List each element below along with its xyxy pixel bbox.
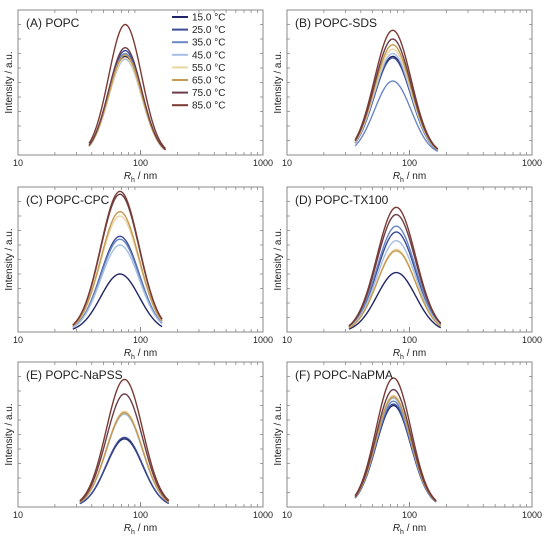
- legend-entry-3: 35.0 °C: [192, 38, 225, 49]
- y-axis-label: Intensity / a.u.: [273, 228, 284, 290]
- panel-title: (C) POPC-CPC: [26, 193, 110, 207]
- x-tick-label: 10: [282, 510, 292, 520]
- series-line-3: [348, 225, 442, 328]
- chart-panel-D: 10 100 1000 (D) POPC-TX100 Intensity / a.u. R…: [273, 186, 542, 361]
- x-axis-label: Rh / nm: [124, 523, 157, 536]
- series-line-2: [79, 436, 170, 505]
- x-tick-label: 100: [133, 335, 148, 345]
- x-axis-label: Rh / nm: [393, 523, 426, 536]
- series-line-8: [354, 377, 437, 502]
- series-line-4: [88, 58, 166, 151]
- series-line-8: [79, 378, 170, 502]
- plot-frame: [17, 9, 264, 156]
- series-line-4: [348, 239, 442, 329]
- x-tick-label: 1000: [522, 158, 542, 168]
- x-tick-label: 10: [13, 510, 23, 520]
- legend-entry-5: 55.0 °C: [192, 63, 225, 74]
- series-line-7: [79, 393, 170, 502]
- panel-title: (E) POPC-NaPSS: [26, 368, 123, 382]
- chart-panel-F: 10 100 1000 (F) POPC-NaPMA Intensity / a.u. R…: [273, 361, 542, 536]
- legend-entry-2: 25.0 °C: [192, 25, 225, 36]
- series-line-8: [72, 190, 163, 326]
- chart-panel-C: 10 100 1000 (C) POPC-CPC Intensity / a.u. Rh …: [4, 186, 273, 361]
- x-tick-label: 10: [282, 158, 292, 168]
- series-line-5: [354, 48, 439, 151]
- series-line-8: [88, 23, 167, 149]
- panel-title: (B) POPC-SDS: [295, 16, 377, 30]
- series-line-2: [354, 403, 437, 503]
- series-line-5: [88, 57, 166, 151]
- series-line-1: [72, 273, 163, 330]
- series-line-4: [72, 244, 163, 329]
- legend-entry-4: 45.0 °C: [192, 50, 225, 61]
- series-line-6: [348, 250, 442, 329]
- series-line-6: [72, 210, 163, 327]
- x-axis-label: Rh / nm: [124, 348, 157, 361]
- series-line-6: [79, 412, 170, 503]
- x-tick-label: 1000: [253, 158, 273, 168]
- series-line-4: [79, 413, 170, 503]
- y-axis-label: Intensity / a.u.: [4, 228, 15, 290]
- x-axis-label: Rh / nm: [124, 171, 157, 184]
- series-line-7: [88, 46, 166, 151]
- legend-entry-7: 75.0 °C: [192, 88, 225, 99]
- panel-title: (D) POPC-TX100: [295, 193, 389, 207]
- y-axis-label: Intensity / a.u.: [273, 403, 284, 465]
- x-tick-label: 10: [13, 335, 23, 345]
- x-tick-label: 100: [402, 158, 417, 168]
- series-line-7: [354, 38, 439, 150]
- legend-entry-8: 85.0 °C: [192, 101, 225, 112]
- x-tick-label: 1000: [522, 510, 542, 520]
- series-line-1: [88, 55, 166, 151]
- series-line-4: [354, 52, 439, 151]
- x-axis-label: Rh / nm: [393, 171, 426, 184]
- x-tick-label: 100: [402, 335, 417, 345]
- series-line-1: [79, 438, 170, 505]
- x-tick-label: 10: [13, 158, 23, 168]
- x-tick-label: 100: [402, 510, 417, 520]
- x-tick-label: 100: [133, 510, 148, 520]
- legend-entry-1: 15.0 °C: [192, 13, 225, 24]
- x-axis-label: Rh / nm: [393, 348, 426, 361]
- series-line-1: [348, 271, 442, 330]
- x-tick-label: 1000: [253, 335, 273, 345]
- series-line-3: [354, 80, 439, 152]
- legend-entry-6: 65.0 °C: [192, 76, 225, 87]
- chart-panel-A: 10 100 1000 (A) POPC Intensity / a.u. Rh / nm: [4, 9, 273, 184]
- plot-frame: [17, 361, 264, 508]
- series-line-3: [79, 412, 170, 503]
- y-axis-label: Intensity / a.u.: [4, 403, 15, 465]
- x-tick-label: 100: [133, 158, 148, 168]
- series-line-1: [354, 404, 437, 503]
- x-tick-label: 10: [282, 335, 292, 345]
- x-tick-label: 1000: [253, 510, 273, 520]
- series-line-7: [354, 388, 437, 502]
- y-axis-label: Intensity / a.u.: [273, 51, 284, 113]
- series-line-5: [72, 215, 163, 327]
- series-line-8: [354, 29, 439, 150]
- series-line-5: [79, 410, 170, 503]
- panel-title: (F) POPC-NaPMA: [295, 368, 393, 382]
- chart-panel-B: 10 100 1000 (B) POPC-SDS Intensity / a.u. Rh …: [273, 9, 542, 184]
- panel-title: (A) POPC: [26, 16, 80, 30]
- plot-frame: [17, 186, 264, 333]
- x-tick-label: 1000: [522, 335, 542, 345]
- chart-panel-E: 10 100 1000 (E) POPC-NaPSS Intensity / a.u. R…: [4, 361, 273, 536]
- series-line-8: [348, 206, 442, 327]
- legend: 15.0 °C25.0 °C 35.0 °C45.0 °C 55.0 °C 65.0 …: [172, 13, 225, 112]
- y-axis-label: Intensity / a.u.: [4, 51, 15, 113]
